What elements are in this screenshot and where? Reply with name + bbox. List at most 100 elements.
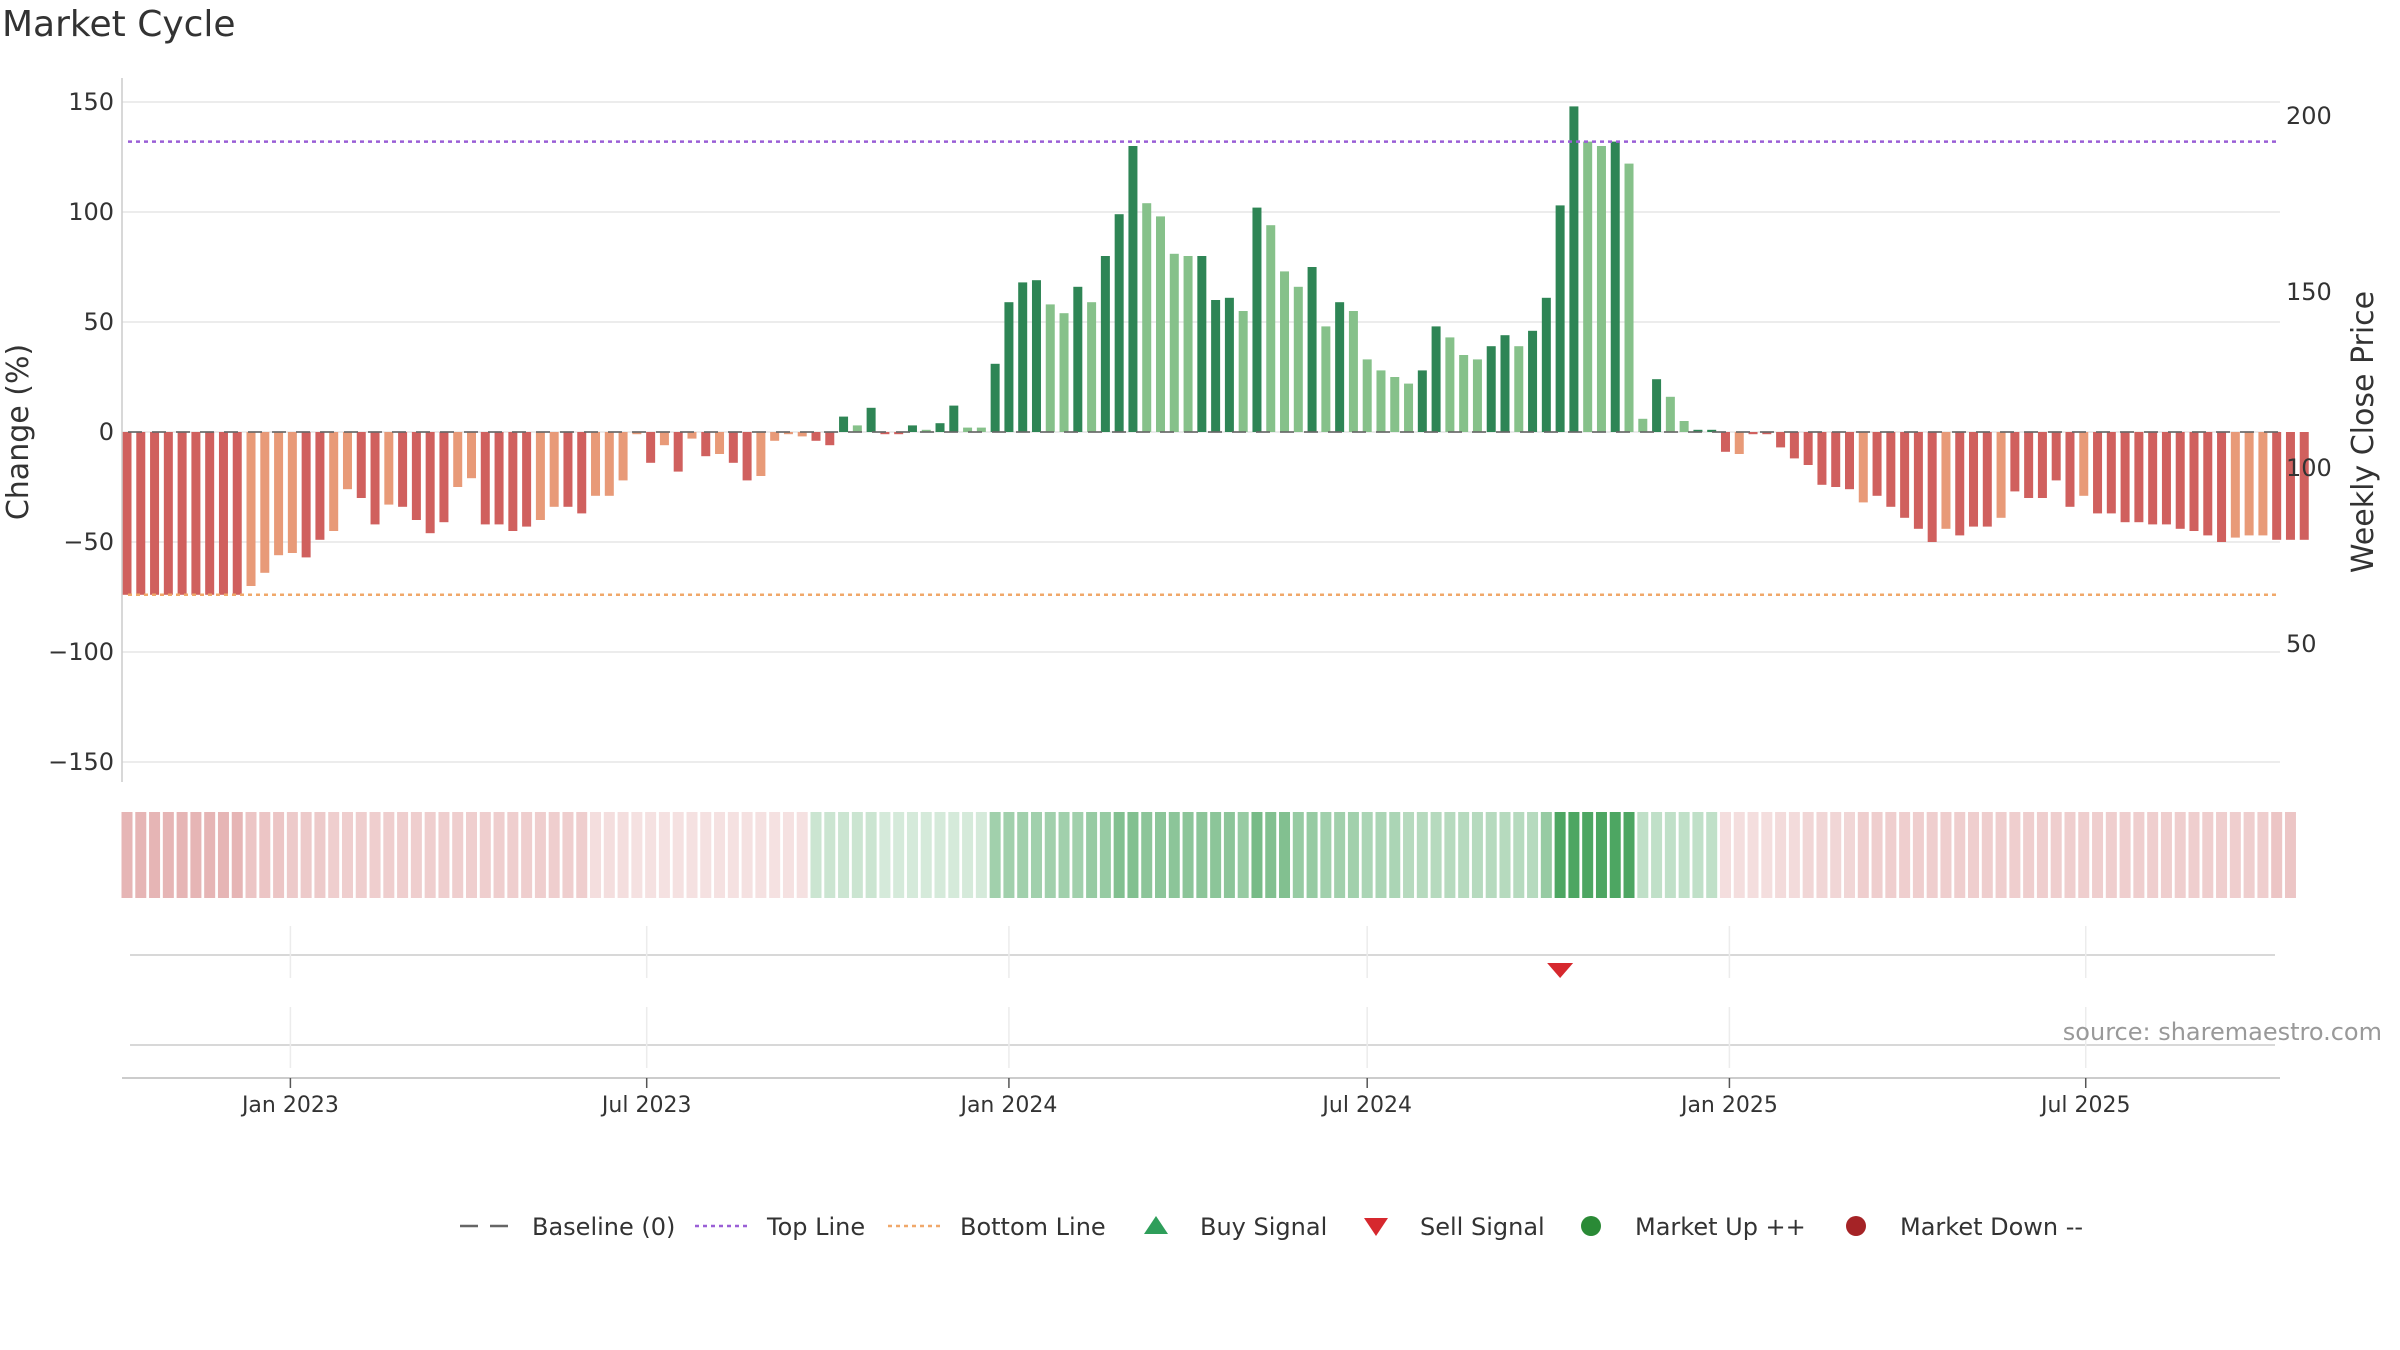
bar <box>1197 256 1207 432</box>
bar <box>618 432 628 481</box>
bar <box>1913 432 1923 529</box>
bar <box>1886 432 1896 507</box>
heat-cell <box>686 812 698 898</box>
heat-cell <box>645 812 657 898</box>
signals-panel <box>130 926 2275 1068</box>
heat-cell <box>934 812 946 898</box>
bar <box>1404 383 1414 432</box>
bar <box>1624 163 1634 432</box>
bar <box>1541 297 1551 432</box>
bar <box>1321 326 1331 432</box>
bar <box>1004 302 1014 432</box>
heat-cell <box>851 812 863 898</box>
bar <box>2285 432 2295 540</box>
heat-cell <box>782 812 794 898</box>
bar <box>1996 432 2006 518</box>
bar <box>1238 311 1248 432</box>
bar <box>632 432 642 435</box>
bar <box>673 432 683 472</box>
heat-cell <box>1430 812 1442 898</box>
bar <box>150 432 160 595</box>
heat-cell <box>1306 812 1318 898</box>
heat-cell <box>1692 812 1704 898</box>
heat-cell <box>1954 812 1966 898</box>
y2-tick-label: 200 <box>2286 102 2332 130</box>
bar <box>2051 432 2061 481</box>
heat-cell <box>176 812 188 898</box>
heat-cell <box>2257 812 2269 898</box>
heat-cell <box>493 812 505 898</box>
bar <box>1969 432 1979 527</box>
heat-cell <box>1251 812 1263 898</box>
bar <box>2037 432 2047 498</box>
heat-cell <box>245 812 257 898</box>
heat-cell <box>1568 812 1580 898</box>
heat-cell <box>1127 812 1139 898</box>
y2-tick-label: 150 <box>2286 278 2332 306</box>
heat-cell <box>548 812 560 898</box>
heat-cell <box>2271 812 2283 898</box>
heat-cell <box>328 812 340 898</box>
heat-cell <box>1733 812 1745 898</box>
bar <box>2161 432 2171 525</box>
heat-cell <box>1058 812 1070 898</box>
bar <box>646 432 656 463</box>
legend-label: Top Line <box>766 1213 865 1241</box>
heat-cell <box>314 812 326 898</box>
heat-cell <box>2050 812 2062 898</box>
heat-cell <box>796 812 808 898</box>
heat-cell <box>1168 812 1180 898</box>
bar <box>2258 432 2268 536</box>
legend-item: Buy Signal <box>1144 1213 1327 1241</box>
legend-item: Market Up ++ <box>1581 1213 1806 1241</box>
heat-cell <box>741 812 753 898</box>
bar <box>1569 106 1579 433</box>
heat-cell <box>1995 812 2007 898</box>
x-tick-label: Jan 2024 <box>958 1093 1057 1118</box>
bar <box>1720 432 1730 452</box>
heat-cell <box>1237 812 1249 898</box>
bar <box>1183 256 1193 432</box>
heat-cell <box>1968 812 1980 898</box>
heat-cell <box>562 812 574 898</box>
bar <box>425 432 435 534</box>
heat-cell <box>1403 812 1415 898</box>
heat-cell <box>1885 812 1897 898</box>
heat-cell <box>1334 812 1346 898</box>
heat-cell <box>1637 812 1649 898</box>
y-tick-label: 150 <box>68 88 114 116</box>
bars-group <box>122 106 2309 595</box>
heat-cell <box>1499 812 1511 898</box>
bar <box>398 432 408 507</box>
bar <box>1514 346 1524 432</box>
bar <box>1707 429 1717 432</box>
chart-title: Market Cycle <box>2 4 236 45</box>
heat-cell <box>906 812 918 898</box>
heat-cell <box>948 812 960 898</box>
heat-cell <box>2284 812 2296 898</box>
bar <box>1693 429 1703 432</box>
legend-item: Bottom Line <box>888 1213 1106 1241</box>
heat-cell <box>1141 812 1153 898</box>
bar <box>1817 432 1827 485</box>
legend-label: Buy Signal <box>1200 1213 1327 1241</box>
heat-cell <box>1471 812 1483 898</box>
bar <box>2024 432 2034 498</box>
bar <box>122 432 132 595</box>
bar <box>880 432 890 435</box>
bar <box>839 416 849 432</box>
bar <box>1652 379 1662 432</box>
bar <box>177 432 187 595</box>
bar <box>1638 418 1648 432</box>
heat-cell <box>1761 812 1773 898</box>
bar <box>1734 432 1744 454</box>
heat-cell <box>2105 812 2117 898</box>
bar <box>315 432 325 540</box>
y2-axis-label: Weekly Close Price <box>2346 291 2381 573</box>
heat-cell <box>1072 812 1084 898</box>
y-tick-label: −100 <box>48 638 114 666</box>
heat-cell <box>1513 812 1525 898</box>
bar <box>1610 141 1620 432</box>
bar <box>1431 326 1441 432</box>
legend-market-up-icon <box>1581 1216 1601 1236</box>
